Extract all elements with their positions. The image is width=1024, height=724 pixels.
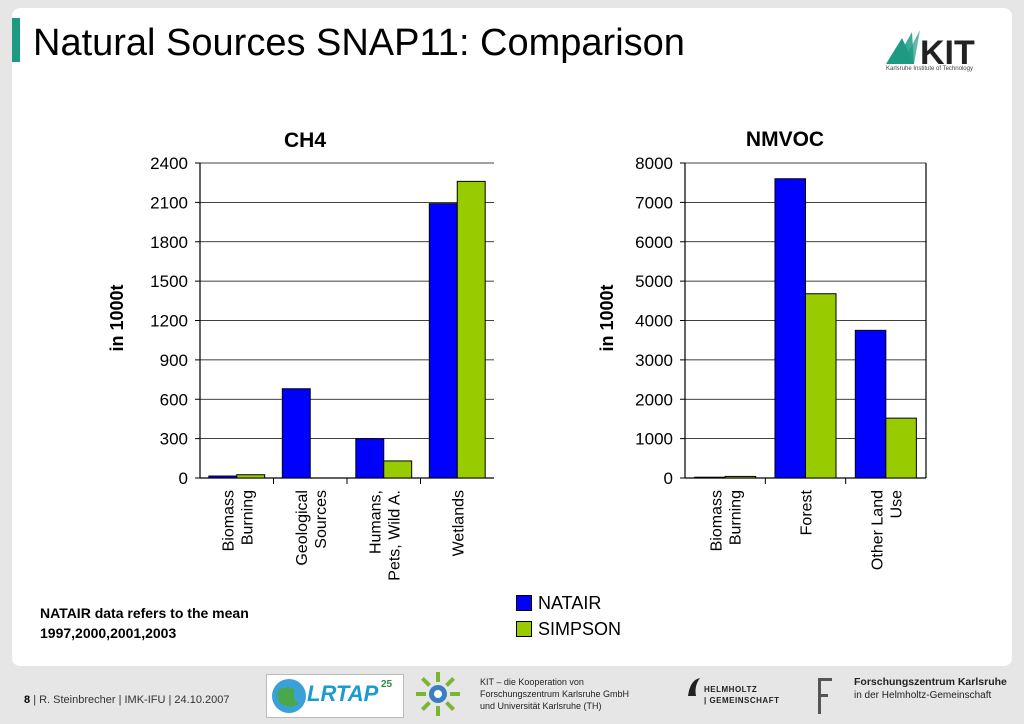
nmvoc-bar-natair: [854, 329, 887, 479]
title-accent-bar: [12, 18, 20, 62]
chart-legend: NATAIR SIMPSON: [516, 590, 621, 642]
legend-item-simpson: SIMPSON: [516, 616, 621, 642]
ch4-ylabel: in 1000t: [107, 284, 127, 351]
ch4-category-label: Geological: [294, 490, 311, 566]
page-number: 8: [24, 694, 31, 706]
ch4-category-label: Biomass: [220, 490, 237, 551]
chart-ch4: 0 300 600 900 1200 1500 1800 2100 2400 CH4 in 1000…: [107, 129, 494, 581]
nmvoc-ylabel: in 1000t: [597, 284, 617, 351]
ch4-ytick-label: 1800: [150, 233, 188, 252]
lrtap-logo-text: LRTAP: [307, 681, 379, 706]
fzk-text: Forschungszentrum Karlsruhe in der Helmh…: [854, 676, 1007, 702]
nmvoc-bar-natair: [694, 476, 726, 479]
globe-icon: [272, 679, 306, 713]
fzk-line-2: in der Helmholtz-Gemeinschaft: [854, 690, 992, 701]
kit-logo-text: KIT: [920, 34, 975, 72]
ch4-category-label: Wetlands: [450, 490, 467, 556]
nmvoc-category-label: Biomass: [709, 490, 726, 551]
kit-cooperation-icon: [416, 672, 460, 716]
footer-page-info: 8 | R. Steinbrecher | IMK-IFU | 24.10.20…: [24, 694, 229, 706]
chart-nmvoc: 0 1000 2000 3000 4000 5000 6000 7000 8000 NMVOC in…: [597, 128, 927, 570]
ch4-bar-simpson: [383, 460, 413, 479]
nmvoc-category-label: Other Land: [869, 490, 886, 570]
cooperation-text: KIT – die Kooperation von Forschungszent…: [480, 676, 629, 712]
lrtap-logo: LRTAP 25: [266, 674, 404, 718]
ch4-bar-natair: [355, 438, 385, 479]
ch4-ytick-label: 0: [179, 469, 188, 488]
nmvoc-ytick-label: 7000: [635, 193, 673, 212]
helmholtz-line-1: HELMHOLTZ: [704, 685, 758, 694]
nmvoc-ytick-label: 4000: [635, 312, 673, 331]
slide-title: Natural Sources SNAP11: Comparison: [33, 22, 685, 64]
nmvoc-category-label: Burning: [728, 490, 745, 545]
cooperation-line-3: und Universität Karlsruhe (TH): [480, 701, 602, 711]
legend-swatch-simpson: [516, 621, 532, 637]
nmvoc-title: NMVOC: [746, 128, 824, 151]
ch4-category-label: Sources: [313, 490, 330, 549]
ch4-bar-simpson: [236, 474, 266, 479]
helmholtz-text: HELMHOLTZ | GEMEINSCHAFT: [704, 684, 779, 706]
ch4-ytick-label: 2400: [150, 154, 188, 173]
nmvoc-ytick-label: 2000: [635, 390, 673, 409]
slide-background: [12, 8, 1012, 666]
ch4-ytick-label: 1200: [150, 312, 188, 331]
nmvoc-bar-simpson: [805, 293, 837, 479]
ch4-ytick-label: 300: [160, 430, 188, 449]
ch4-category-label: Humans,: [367, 490, 384, 554]
fzk-logo-icon: [818, 678, 832, 714]
nmvoc-category-label: Use: [888, 490, 905, 519]
kit-logo: KIT: [886, 30, 975, 72]
chart-note-line-1: NATAIR data refers to the mean: [40, 605, 249, 621]
cooperation-line-1: KIT – die Kooperation von: [480, 677, 584, 687]
nmvoc-ytick-label: 6000: [635, 233, 673, 252]
nmvoc-ytick-label: 1000: [635, 430, 673, 449]
legend-item-natair: NATAIR: [516, 590, 621, 616]
ch4-category-label: Pets, Wild A.: [386, 490, 403, 581]
ch4-ytick-label: 2100: [150, 193, 188, 212]
helmholtz-icon: [688, 678, 700, 696]
nmvoc-ytick-label: 8000: [635, 154, 673, 173]
footer: 8 | R. Steinbrecher | IMK-IFU | 24.10.20…: [0, 666, 1024, 724]
kit-logo-subtitle: Karlsruhe Institute of Technology: [886, 66, 973, 72]
ch4-bar-natair: [281, 388, 311, 479]
lrtap-logo-sup: 25: [381, 679, 393, 690]
ch4-category-label: Burning: [239, 490, 256, 545]
chart-note: NATAIR data refers to the mean 1997,2000…: [40, 603, 249, 643]
footer-author: | R. Steinbrecher | IMK-IFU | 24.10.2007: [33, 694, 230, 706]
ch4-title: CH4: [284, 129, 326, 152]
ch4-ytick-label: 600: [160, 390, 188, 409]
cooperation-line-2: Forschungszentrum Karlsruhe GmbH: [480, 689, 630, 699]
legend-label-natair: NATAIR: [538, 592, 602, 613]
ch4-bar-natair: [208, 475, 238, 479]
chart-note-line-2: 1997,2000,2001,2003: [40, 625, 177, 641]
nmvoc-bar-simpson: [885, 417, 917, 479]
nmvoc-bar-simpson: [724, 475, 757, 479]
nmvoc-ytick-label: 0: [664, 469, 673, 488]
fzk-line-1: Forschungszentrum Karlsruhe: [854, 676, 1007, 688]
nmvoc-bar-natair: [774, 178, 806, 479]
nmvoc-category-label: Forest: [799, 489, 816, 535]
legend-label-simpson: SIMPSON: [538, 618, 622, 639]
ch4-ytick-label: 900: [160, 351, 188, 370]
legend-swatch-natair: [516, 595, 532, 611]
ch4-ytick-label: 1500: [150, 272, 188, 291]
nmvoc-ytick-label: 5000: [635, 272, 673, 291]
ch4-bar-simpson: [456, 180, 486, 479]
ch4-bar-natair: [428, 203, 458, 479]
nmvoc-ytick-label: 3000: [635, 351, 673, 370]
helmholtz-line-2: | GEMEINSCHAFT: [704, 696, 780, 705]
